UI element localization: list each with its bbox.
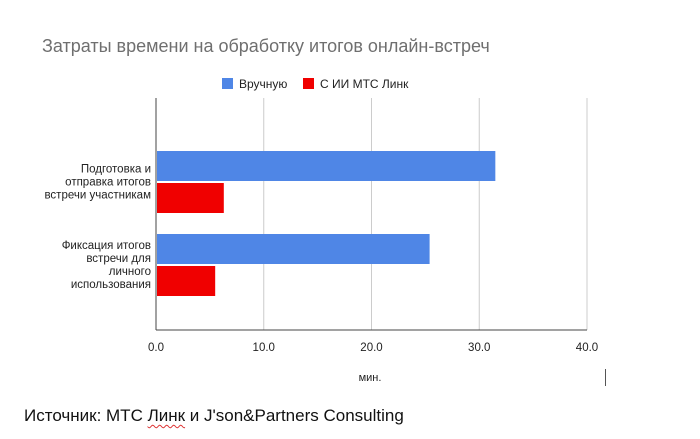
source-suffix: и J'son&Partners Consulting <box>185 406 404 425</box>
axes <box>155 98 587 331</box>
bar-ai-2 <box>157 266 216 296</box>
category-label-line: личного <box>109 266 151 278</box>
legend-label-2: С ИИ МТС Линк <box>320 77 409 91</box>
legend-swatch-1 <box>222 78 233 89</box>
legend: Вручную С ИИ МТС Линк <box>222 77 409 91</box>
source-prefix: Источник: МТС <box>24 406 148 425</box>
x-axis-title: мин. <box>359 372 382 384</box>
x-tick-label: 10.0 <box>253 342 275 354</box>
gridlines <box>263 98 588 330</box>
bar-ai-1 <box>157 183 224 213</box>
bar-manual-2 <box>157 234 430 264</box>
category-label-line: Подготовка и <box>81 164 151 176</box>
chart-title: Затраты времени на обработку итогов онла… <box>42 36 490 56</box>
text-cursor <box>605 369 606 386</box>
category-label-line: использования <box>71 279 151 291</box>
category-label-line: встречи для <box>86 253 151 265</box>
bar-manual-1 <box>157 151 496 181</box>
source-note: Источник: МТС Линк и J'son&Partners Cons… <box>24 406 404 426</box>
category-label-line: отправка итогов <box>65 177 151 189</box>
category-labels: Подготовка и отправка итогов встречи участ… <box>44 164 151 292</box>
x-tick-label: 0.0 <box>148 342 164 354</box>
x-tick-label: 20.0 <box>360 342 382 354</box>
category-label-line: встречи участникам <box>44 190 151 202</box>
bars <box>157 151 496 296</box>
x-tick-label: 30.0 <box>468 342 490 354</box>
source-underlined-word: Линк <box>147 406 186 425</box>
legend-swatch-2 <box>303 78 314 89</box>
tick-labels: 0.0 10.0 20.0 30.0 40.0 <box>148 342 598 354</box>
category-label-1: Подготовка и отправка итогов встречи участ… <box>44 164 151 202</box>
legend-label-1: Вручную <box>239 77 287 91</box>
x-tick-label: 40.0 <box>576 342 598 354</box>
category-label-line: Фиксация итогов <box>62 240 151 252</box>
category-label-2: Фиксация итогов встречи для личного использ… <box>62 240 151 291</box>
